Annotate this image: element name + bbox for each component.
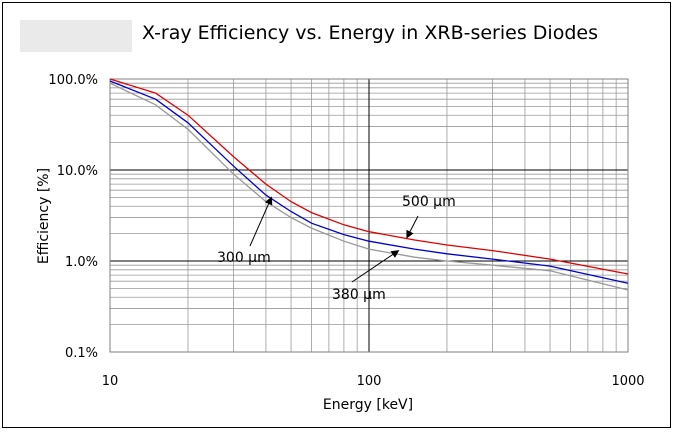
series-line [109,78,629,275]
annotation-layer: 500 µm 380 µm 300 µm [217,194,456,303]
annotation-label: 500 µm [402,194,456,210]
annotation-arrow [406,215,419,239]
annotation-arrow [249,196,273,247]
y-tick-label: 1.0% [65,255,98,270]
plot-border [109,78,629,353]
annotation-label: 380 µm [332,287,386,303]
logo-placeholder [20,20,132,52]
x-axis-label: Energy [keV] [322,397,414,413]
y-tick-label: 10.0% [57,164,98,179]
annotation-label: 300 µm [217,250,271,266]
x-tick-label: 10 [102,374,119,389]
minor-gridlines [110,79,628,352]
x-tick-label: 1000 [611,374,644,389]
annotation-arrow [351,250,400,283]
x-tick-label: 100 [357,374,382,389]
major-gridlines [110,79,628,352]
chart-title: X-ray Efficiency vs. Energy in XRB-serie… [142,22,598,44]
series-line [109,80,629,284]
y-tick-label: 100.0% [48,73,98,88]
y-tick-label: 0.1% [65,346,98,361]
series-layer [109,78,629,291]
series-line [109,82,629,291]
chart-frame [2,2,671,428]
tick-label-layer: 100.0% 10.0% 1.0% 0.1% 10 100 1000 [48,73,644,389]
